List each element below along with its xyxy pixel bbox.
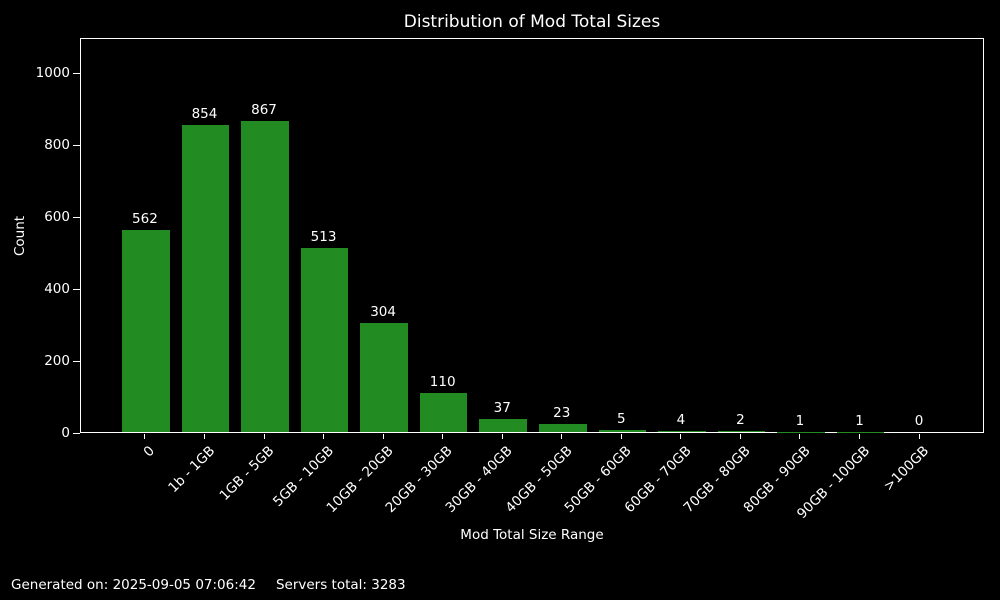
y-tick <box>73 360 80 362</box>
x-tick <box>620 434 622 439</box>
x-tick <box>680 434 682 439</box>
y-tick <box>73 217 80 219</box>
x-tick <box>323 434 325 439</box>
bar-value-label: 5 <box>617 411 626 428</box>
y-tick-label: 200 <box>44 352 70 369</box>
chart-title: Distribution of Mod Total Sizes <box>403 12 661 32</box>
x-tick <box>382 434 384 439</box>
x-axis-label: Mod Total Size Range <box>460 527 604 543</box>
plot-area <box>80 38 984 433</box>
x-tick <box>203 434 205 439</box>
bar-30GB - 40GB <box>479 418 528 432</box>
y-tick <box>73 145 80 147</box>
y-tick <box>73 73 80 75</box>
bar-40GB - 50GB <box>538 423 587 432</box>
x-tick <box>263 434 265 439</box>
bar-value-label: 854 <box>191 106 218 123</box>
bar-5GB - 10GB <box>300 247 349 432</box>
bar-value-label: 1 <box>855 412 864 429</box>
bar-1GB - 5GB <box>241 120 289 432</box>
bar-value-label: 37 <box>493 399 511 416</box>
x-tick <box>739 434 741 439</box>
bar-value-label: 562 <box>132 211 158 228</box>
x-tick <box>859 434 861 439</box>
bar-50GB - 60GB <box>598 430 647 432</box>
bar-10GB - 20GB <box>360 322 408 432</box>
y-tick-label: 400 <box>44 280 70 297</box>
x-tick <box>799 434 801 439</box>
bar-70GB - 80GB <box>717 431 766 432</box>
bar-value-label: 0 <box>914 413 924 429</box>
x-tick-label: 1GB - 5GB <box>216 443 278 504</box>
bar-60GB - 70GB <box>658 430 706 432</box>
bar-value-label: 513 <box>310 228 337 245</box>
bar-value-label: 2 <box>736 412 745 429</box>
y-tick-label: 1000 <box>35 65 70 82</box>
y-tick <box>73 432 80 434</box>
bar-20GB - 30GB <box>419 392 468 432</box>
bar-value-label: 23 <box>553 404 571 421</box>
x-tick <box>501 434 503 439</box>
bar-value-label: 304 <box>370 303 396 320</box>
bar-value-label: 110 <box>429 373 456 390</box>
y-tick <box>73 288 80 290</box>
footer-generated-on: Generated on: 2025-09-05 07:06:42 <box>11 577 256 593</box>
bar-1b - 1GB <box>181 125 230 432</box>
footer: Generated on: 2025-09-05 07:06:42 Server… <box>11 577 406 593</box>
bar-value-label: 867 <box>251 101 277 118</box>
bar-value-label: 1 <box>795 412 805 429</box>
x-tick <box>561 434 563 439</box>
x-tick <box>144 434 146 439</box>
x-tick <box>442 434 444 439</box>
y-tick-label: 600 <box>44 209 70 226</box>
y-tick-label: 800 <box>44 137 70 154</box>
y-tick-label: 0 <box>61 424 70 441</box>
x-tick-label: 0 <box>140 443 159 461</box>
bar-0 <box>122 230 170 432</box>
x-tick-label: >100GB <box>880 443 933 495</box>
x-tick-label: 1b - 1GB <box>164 443 218 496</box>
x-tick <box>918 434 920 439</box>
bar-value-label: 4 <box>676 411 686 428</box>
footer-servers-total: Servers total: 3283 <box>275 577 406 593</box>
